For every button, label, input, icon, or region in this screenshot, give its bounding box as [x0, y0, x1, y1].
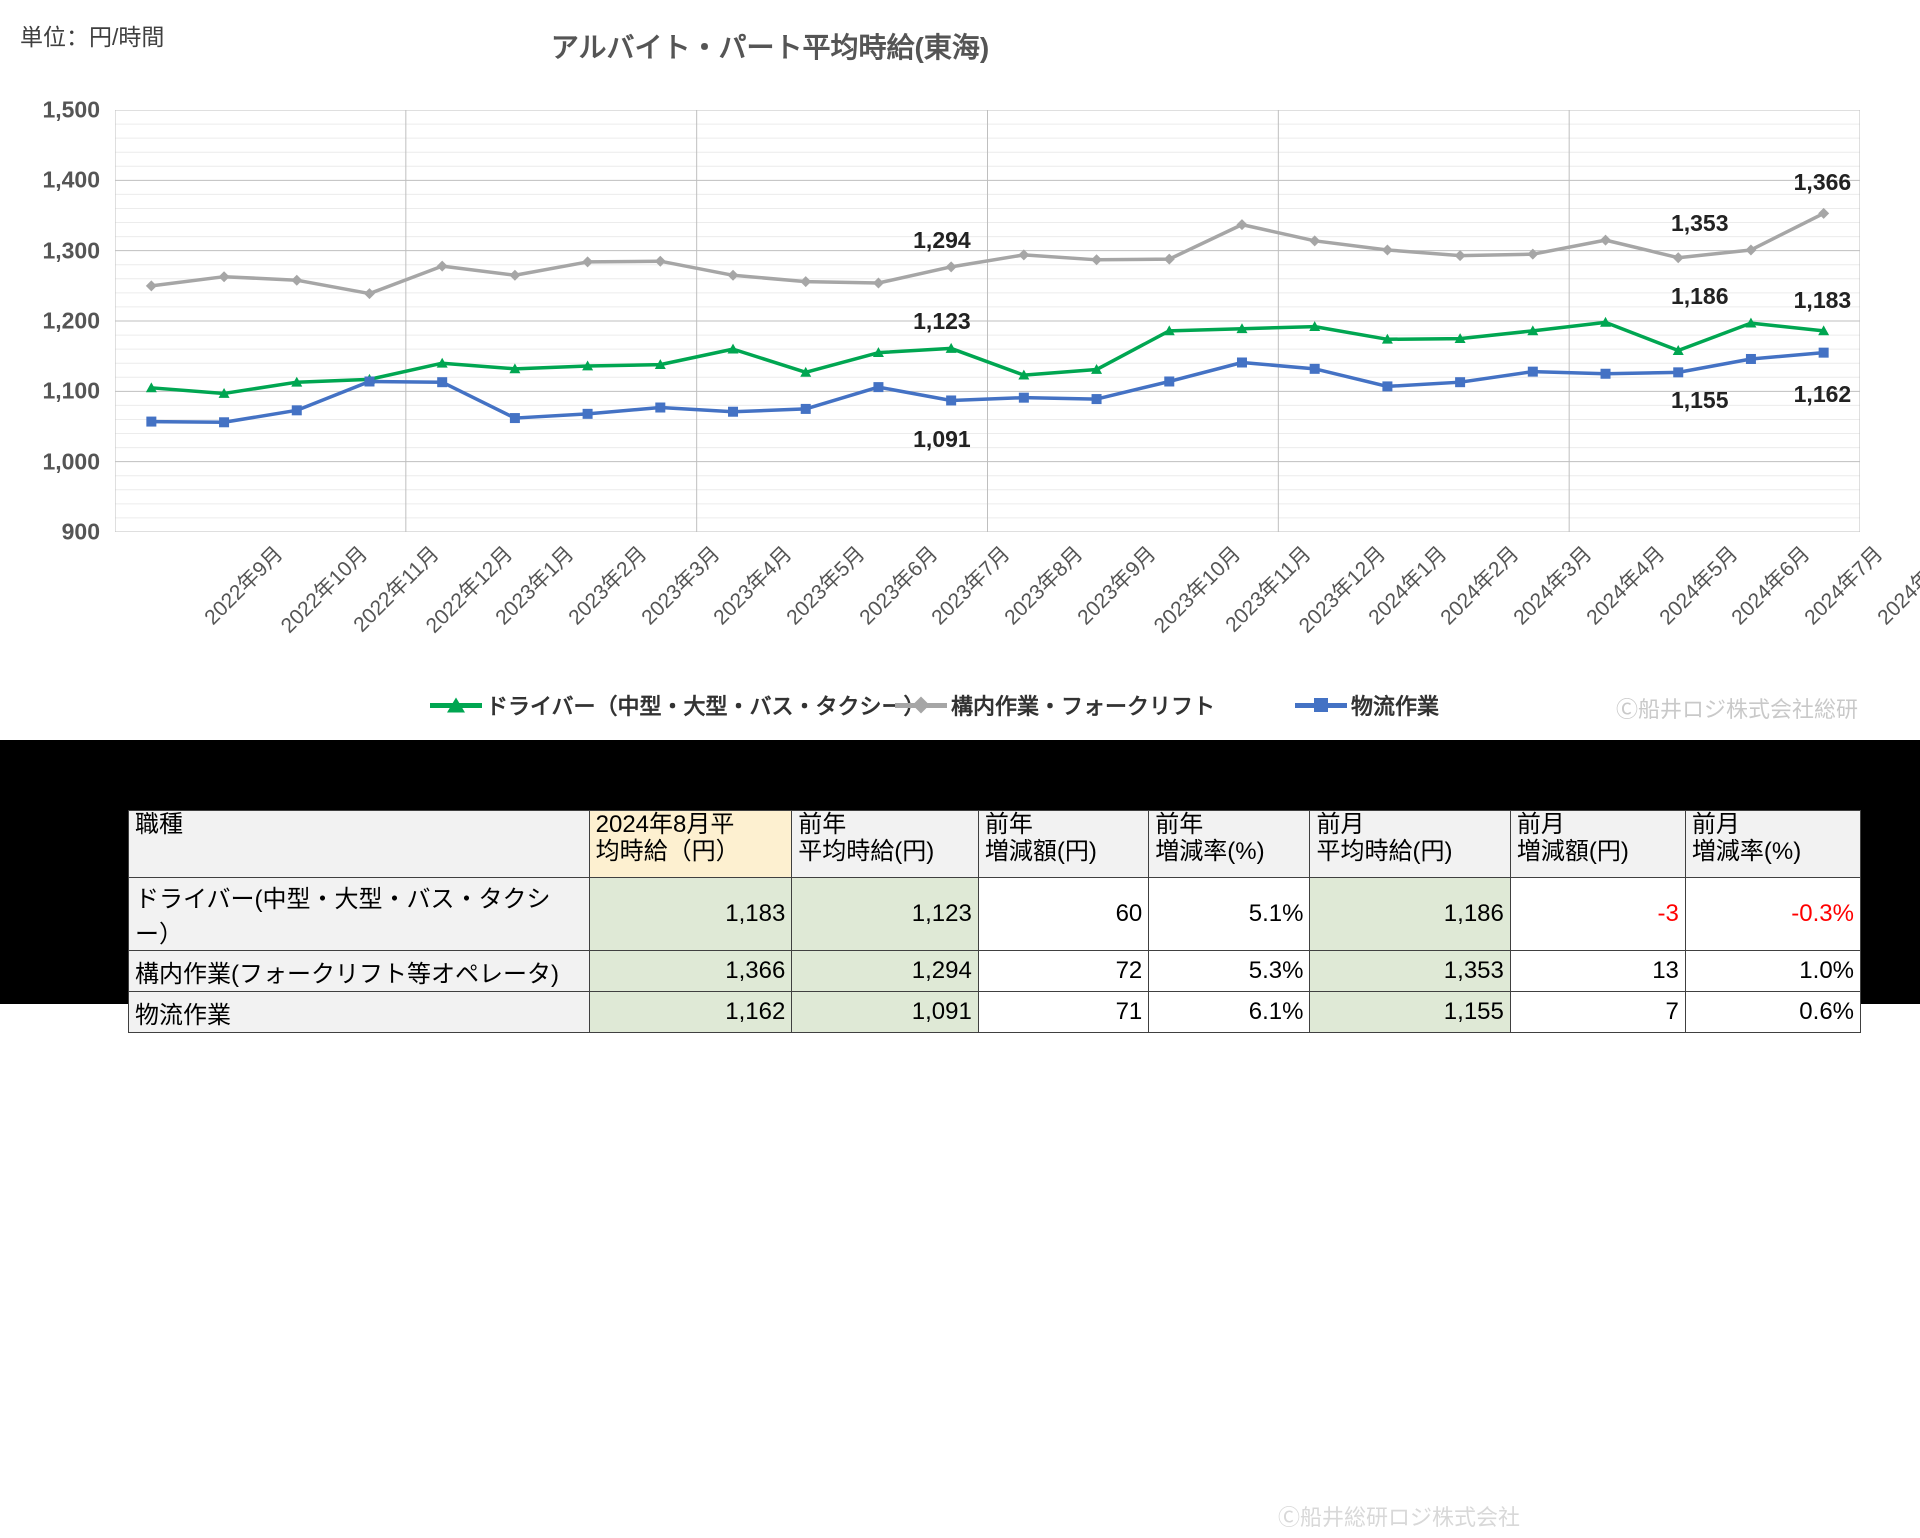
- y-axis-tick: 1,500: [42, 96, 100, 123]
- data-point-label: 1,162: [1793, 380, 1852, 407]
- table-cell-value: 71: [977, 991, 1150, 1033]
- unit-label: 単位：円/時間: [20, 24, 165, 50]
- table-cell-value: 1,353: [1309, 950, 1511, 992]
- table-header-row: 職種 2024年8月平 均時給（円） 前年 平均時給(円) 前年 増減額(円) 前年 増減率(%…: [128, 810, 1862, 878]
- table-head: 職種 2024年8月平 均時給（円） 前年 平均時給(円) 前年 増減額(円) 前年 増減率(%…: [128, 810, 1862, 878]
- table-cell-value: -0.3%: [1684, 877, 1862, 951]
- chart-legend: ドライバー（中型・大型・バス・タクシー） 構内作業・フォークリフト 物流作業: [0, 688, 1920, 728]
- data-point-label: 1,155: [1670, 386, 1729, 413]
- chart-watermark: Ⓒ船井ロジ株式会社総研: [1615, 697, 1858, 722]
- y-axis-tick: 1,300: [42, 237, 100, 264]
- x-axis-tick: 2024年6月: [1727, 542, 1815, 630]
- table-cell-value: 1,091: [791, 991, 979, 1033]
- y-axis-tick: 900: [61, 518, 100, 545]
- table-cell-value: 1,366: [588, 950, 793, 992]
- table-cell-value: 1,186: [1309, 877, 1511, 951]
- table-cell-job: 物流作業: [128, 991, 590, 1033]
- data-point-label: 1,183: [1793, 286, 1852, 313]
- plot-area: 1,294 1,353 1,366 1,123 1,186 1,183 1,091 1,155…: [115, 110, 1860, 532]
- chart-panel: 単位：円/時間 アルバイト・パート平均時給(東海) 900 1,000 1,100 1…: [0, 0, 1920, 740]
- table-cell-value: 5.1%: [1148, 877, 1311, 951]
- table-cell-value: 1,155: [1309, 991, 1511, 1033]
- data-point-label: 1,123: [913, 308, 971, 335]
- legend-square-icon: [1295, 698, 1347, 712]
- y-axis-tick: 1,000: [42, 448, 100, 475]
- y-axis-labels: 900 1,000 1,100 1,200 1,300 1,400 1,500: [0, 97, 100, 545]
- table-header-cell: 前月 平均時給(円): [1309, 810, 1511, 878]
- table-header-cell: 2024年8月平 均時給（円）: [588, 810, 793, 878]
- table-cell-value: 7: [1509, 991, 1686, 1033]
- y-axis-tick: 1,100: [42, 377, 100, 404]
- y-axis-tick: 1,200: [42, 307, 100, 334]
- table-watermark: Ⓒ船井総研ロジ株式会社: [1255, 1494, 1542, 1538]
- table-cell-value: 13: [1509, 950, 1686, 992]
- x-axis-tick: 2024年2月: [1436, 542, 1524, 630]
- data-point-label: 1,353: [1670, 209, 1729, 236]
- table-cell-value: 5.3%: [1148, 950, 1311, 992]
- x-axis-tick: 2023年4月: [709, 542, 797, 630]
- line-chart-svg: [115, 110, 1860, 532]
- legend-diamond-icon: [895, 696, 947, 714]
- legend-label: 構内作業・フォークリフト: [951, 694, 1216, 719]
- table-cell-job: ドライバー(中型・大型・バス・タクシー）: [128, 877, 590, 951]
- table-cell-value: 60: [977, 877, 1150, 951]
- x-axis-tick: 2024年7月: [1800, 542, 1888, 630]
- x-axis-tick: 2023年3月: [636, 542, 725, 630]
- x-axis-tick: 2023年6月: [855, 542, 943, 630]
- table-header-cell: 前年 増減額(円): [977, 810, 1150, 878]
- table-header-cell: 前年 平均時給(円): [791, 810, 979, 878]
- x-axis-tick: 2023年5月: [782, 542, 870, 630]
- table-body: ドライバー(中型・大型・バス・タクシー） 1,183 1,123 60 5.1% 1,18…: [128, 877, 1862, 1033]
- table-header-cell: 職種: [128, 810, 590, 878]
- table-cell-job: 構内作業(フォークリフト等オペレータ): [128, 950, 590, 992]
- table-cell-value: 1,183: [588, 877, 793, 951]
- summary-table-wrapper: 職種 2024年8月平 均時給（円） 前年 平均時給(円) 前年 増減額(円) 前年 増減率(%…: [128, 810, 1862, 1033]
- table-row: 構内作業(フォークリフト等オペレータ) 1,366 1,294 72 5.3% 1,353…: [128, 950, 1862, 992]
- table-header-cell: 前月 増減率(%): [1684, 810, 1862, 878]
- summary-table: 職種 2024年8月平 均時給（円） 前年 平均時給(円) 前年 増減額(円) 前年 増減率(%…: [128, 810, 1862, 1033]
- chart-title: アルバイト・パート平均時給(東海): [550, 32, 990, 63]
- table-header-cell: 前年 増減率(%): [1148, 810, 1311, 878]
- y-axis-tick: 1,400: [42, 166, 100, 193]
- table-cell-value: 1,294: [791, 950, 979, 992]
- data-point-label: 1,186: [1670, 283, 1729, 310]
- x-axis-tick: 2024年5月: [1654, 542, 1743, 630]
- legend-triangle-icon: [430, 697, 482, 713]
- x-axis-tick: 2023年8月: [1000, 542, 1088, 630]
- x-axis-tick: 2024年3月: [1509, 542, 1597, 630]
- table-cell-value: 6.1%: [1148, 991, 1311, 1033]
- table-cell-value: 1.0%: [1684, 950, 1862, 992]
- table-cell-value: 1,162: [588, 991, 793, 1033]
- table-header-cell: 前月 増減額(円): [1509, 810, 1686, 878]
- legend-label: 物流作業: [1351, 694, 1440, 719]
- x-axis-tick: 2023年2月: [564, 542, 652, 630]
- legend-item[interactable]: 物流作業: [1295, 688, 1439, 722]
- legend-item[interactable]: 構内作業・フォークリフト: [895, 688, 1215, 722]
- table-cell-value: 72: [977, 950, 1150, 992]
- table-row: ドライバー(中型・大型・バス・タクシー） 1,183 1,123 60 5.1% 1,18…: [128, 877, 1862, 951]
- x-axis-tick: 2023年7月: [927, 542, 1015, 630]
- legend-label: ドライバー（中型・大型・バス・タクシー）: [486, 694, 926, 719]
- table-cell-value: 0.6%: [1684, 991, 1862, 1033]
- table-row: 物流作業 1,162 1,091 71 6.1% 1,155 7 0.6%: [128, 991, 1862, 1033]
- data-point-label: 1,294: [913, 226, 971, 253]
- data-point-label: 1,366: [1793, 169, 1852, 196]
- table-cell-value: -3: [1509, 877, 1686, 951]
- x-axis-tick: 2024年4月: [1582, 542, 1670, 630]
- table-cell-value: 1,123: [791, 877, 979, 951]
- data-point-label: 1,091: [913, 426, 971, 453]
- legend-item[interactable]: ドライバー（中型・大型・バス・タクシー）: [430, 688, 926, 722]
